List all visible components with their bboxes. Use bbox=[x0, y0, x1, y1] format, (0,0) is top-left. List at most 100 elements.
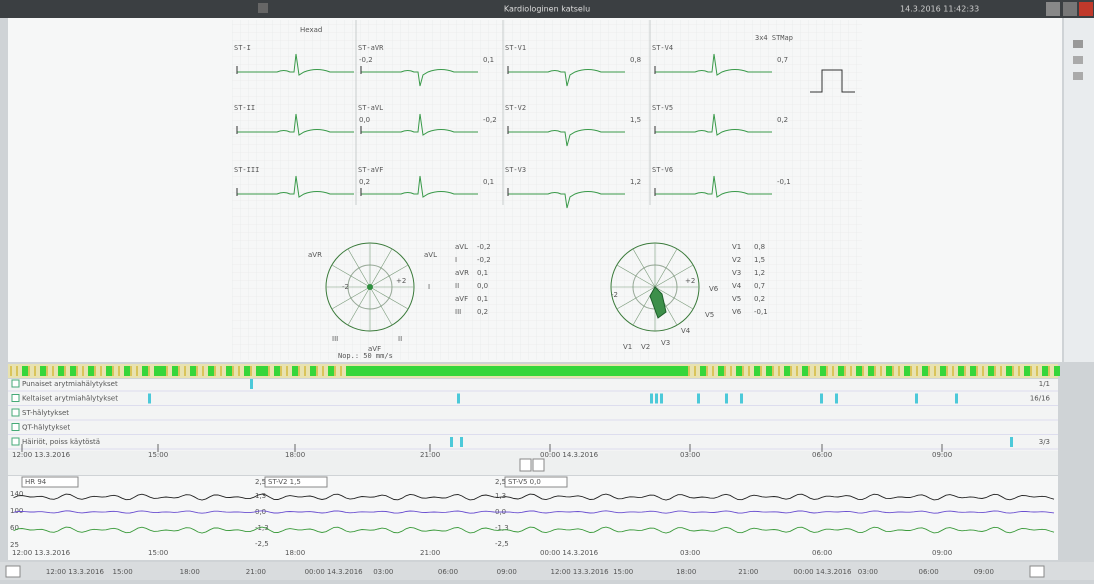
event-segment bbox=[982, 366, 984, 376]
event-segment bbox=[514, 366, 520, 376]
event-segment bbox=[262, 366, 268, 376]
polar-list-lead: V1 bbox=[732, 243, 741, 251]
event-segment bbox=[124, 366, 130, 376]
event-segment bbox=[88, 366, 94, 376]
event-segment bbox=[808, 366, 810, 376]
event-segment bbox=[760, 366, 762, 376]
polar-label: V5 bbox=[705, 311, 714, 319]
event-segment bbox=[160, 366, 166, 376]
polar-label: +2 bbox=[396, 277, 406, 285]
event-segment bbox=[538, 366, 544, 376]
row-checkbox[interactable] bbox=[12, 438, 19, 445]
row-checkbox[interactable] bbox=[12, 395, 19, 402]
alarm-event bbox=[835, 394, 838, 404]
event-segment bbox=[706, 366, 708, 376]
event-segment bbox=[136, 366, 138, 376]
rewind-button[interactable] bbox=[6, 566, 20, 577]
row-checkbox[interactable] bbox=[12, 424, 19, 431]
event-segment bbox=[148, 366, 150, 376]
event-segment bbox=[1012, 366, 1014, 376]
lead-label: ST-V4 bbox=[652, 44, 673, 52]
alarm-count: 16/16 bbox=[1030, 395, 1051, 403]
row-checkbox[interactable] bbox=[12, 380, 19, 387]
alarm-count: 1/1 bbox=[1039, 380, 1050, 388]
trend-time-label: 09:00 bbox=[932, 549, 952, 557]
event-segment bbox=[532, 366, 538, 376]
event-segment bbox=[544, 366, 550, 376]
event-segment bbox=[490, 366, 496, 376]
polar-label: I bbox=[428, 283, 430, 291]
polar-list-value: 0,7 bbox=[754, 282, 765, 290]
event-segment bbox=[82, 366, 84, 376]
lead-label: ST-V2 bbox=[505, 104, 526, 112]
tool-button[interactable] bbox=[1073, 40, 1083, 48]
event-segment bbox=[190, 366, 196, 376]
close-button[interactable] bbox=[1079, 2, 1093, 16]
lead-label: ST-I bbox=[234, 44, 251, 52]
event-segment bbox=[94, 366, 96, 376]
event-segment bbox=[754, 366, 760, 376]
next-button[interactable] bbox=[533, 459, 544, 471]
event-segment bbox=[622, 366, 628, 376]
event-segment bbox=[226, 366, 232, 376]
polar-list-value: 1,2 bbox=[754, 269, 765, 277]
event-segment bbox=[58, 366, 64, 376]
event-segment bbox=[676, 366, 682, 376]
menu-button[interactable] bbox=[258, 3, 268, 13]
tool-button[interactable] bbox=[1073, 56, 1083, 64]
event-segment bbox=[172, 366, 178, 376]
event-segment bbox=[22, 366, 28, 376]
event-segment bbox=[652, 366, 658, 376]
event-segment bbox=[268, 366, 270, 376]
polar-list-lead: I bbox=[455, 256, 457, 264]
lead-value: 1,5 bbox=[630, 116, 641, 124]
lead-label: ST-III bbox=[234, 166, 259, 174]
alarm-label: Häiriöt, poiss käytöstä bbox=[22, 438, 100, 446]
event-segment bbox=[316, 366, 318, 376]
event-segment bbox=[304, 366, 306, 376]
alarm-count: 3/3 bbox=[1039, 438, 1050, 446]
polar-label: +2 bbox=[685, 277, 695, 285]
print-button[interactable] bbox=[1046, 2, 1060, 16]
event-segment bbox=[52, 366, 54, 376]
event-segment bbox=[892, 366, 894, 376]
event-segment bbox=[832, 366, 834, 376]
help-button[interactable] bbox=[1063, 2, 1077, 16]
event-segment bbox=[994, 366, 996, 376]
event-segment bbox=[232, 366, 234, 376]
event-segment bbox=[976, 366, 978, 376]
event-segment bbox=[586, 366, 592, 376]
trend-time-label: 06:00 bbox=[812, 549, 832, 557]
polar-label: V4 bbox=[681, 327, 691, 335]
lead-label: ST-aVL bbox=[358, 104, 383, 112]
event-segment bbox=[856, 366, 862, 376]
event-segment bbox=[286, 366, 288, 376]
polar-label: V1 bbox=[623, 343, 632, 351]
forward-button[interactable] bbox=[1030, 566, 1044, 577]
polar-label: aVF bbox=[368, 345, 381, 353]
row-checkbox[interactable] bbox=[12, 409, 19, 416]
trend-mark: 1,3 bbox=[495, 492, 506, 500]
event-segment bbox=[400, 366, 406, 376]
tool-button[interactable] bbox=[1073, 72, 1083, 80]
event-segment bbox=[628, 366, 634, 376]
event-segment bbox=[868, 366, 874, 376]
prev-button[interactable] bbox=[520, 459, 531, 471]
polar-list-lead: V4 bbox=[732, 282, 742, 290]
event-segment bbox=[664, 366, 670, 376]
event-segment bbox=[244, 366, 250, 376]
event-segment bbox=[784, 366, 790, 376]
event-segment bbox=[46, 366, 48, 376]
polar-point bbox=[367, 284, 373, 290]
lead-value: -0,1 bbox=[777, 178, 791, 186]
window-title: Kardiologinen katselu bbox=[504, 5, 590, 14]
event-segment bbox=[718, 366, 724, 376]
alarm-event bbox=[820, 394, 823, 404]
lead-label: ST-aVF bbox=[358, 166, 383, 174]
trend-time-label: 21:00 bbox=[420, 549, 440, 557]
event-segment bbox=[694, 366, 696, 376]
event-segment bbox=[682, 366, 688, 376]
event-segment bbox=[412, 366, 418, 376]
event-segment bbox=[724, 366, 726, 376]
lead-value: 0,2 bbox=[777, 116, 788, 124]
